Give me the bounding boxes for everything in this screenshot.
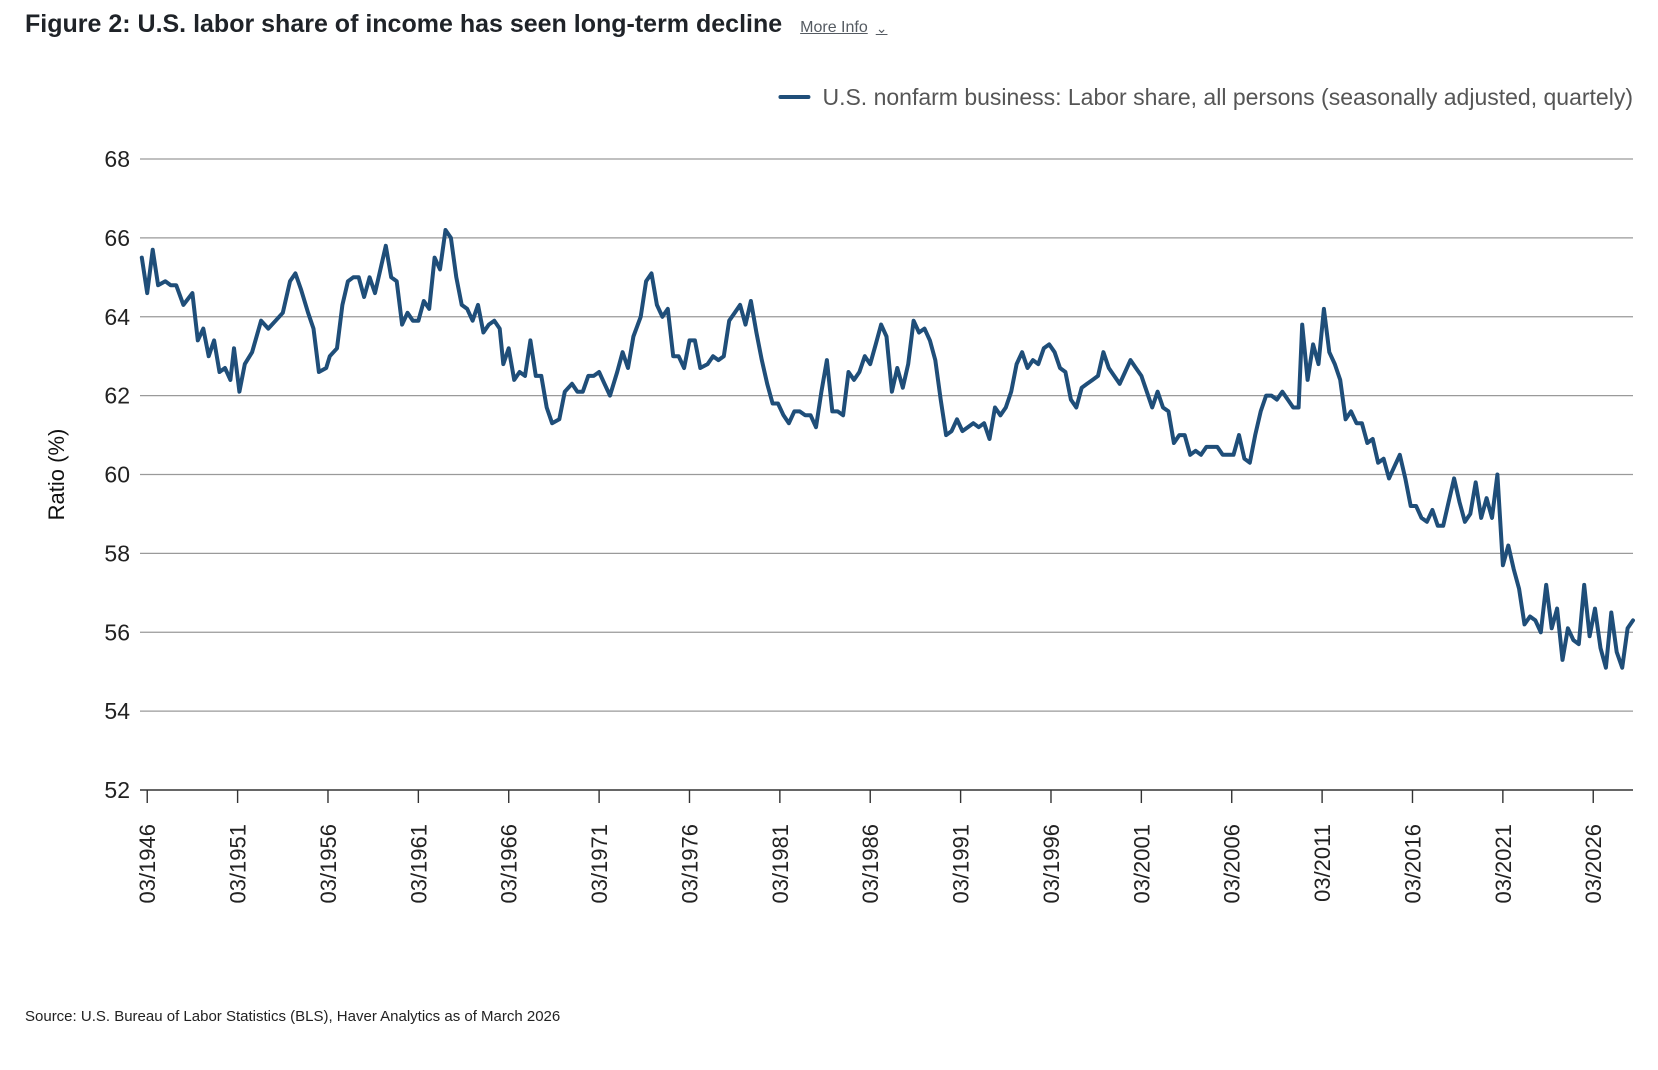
- x-tick-label: 03/1966: [497, 824, 522, 904]
- more-info-toggle[interactable]: More Info ⌄: [800, 19, 887, 37]
- legend-label: U.S. nonfarm business: Labor share, all …: [822, 84, 1633, 110]
- y-tick-label: 54: [104, 698, 130, 724]
- x-tick-label: 03/1951: [226, 824, 251, 904]
- x-tick-label: 03/2016: [1400, 824, 1425, 904]
- x-tick-label: 03/2021: [1491, 824, 1516, 904]
- x-tick-label: 03/1981: [768, 824, 793, 904]
- x-tick-label: 03/1996: [1039, 824, 1064, 904]
- x-tick-label: 03/1956: [316, 824, 341, 904]
- x-tick-label: 03/1971: [587, 824, 612, 904]
- x-tick-label: 03/1991: [949, 824, 974, 904]
- y-tick-label: 68: [104, 146, 130, 172]
- y-tick-label: 58: [104, 540, 130, 566]
- x-tick-label: 03/2011: [1310, 824, 1335, 902]
- figure-title: Figure 2: U.S. labor share of income has…: [25, 10, 783, 38]
- x-tick-label: 03/2001: [1129, 824, 1154, 904]
- legend: U.S. nonfarm business: Labor share, all …: [778, 84, 1633, 110]
- y-tick-label: 56: [104, 619, 130, 645]
- x-tick-label: 03/1986: [858, 824, 883, 904]
- series-layer: [139, 228, 1635, 670]
- more-info-label: More Info: [800, 19, 868, 36]
- y-tick-label: 60: [104, 462, 130, 488]
- y-tick-label: 64: [104, 304, 130, 330]
- x-tick-label: 03/1961: [406, 824, 431, 904]
- chart-header: Figure 2: U.S. labor share of income has…: [25, 10, 887, 39]
- line-chart: 52 54 56 58 60 62 64 66 68 03/1946 03/1951 03/1956…: [44, 84, 1635, 904]
- y-tick-label: 52: [104, 777, 130, 803]
- chevron-down-icon: ⌄: [875, 19, 888, 36]
- x-tick-label: 03/1976: [677, 824, 702, 904]
- x-tick-label: 03/2026: [1581, 824, 1606, 904]
- x-tick-label: 03/1946: [135, 824, 160, 904]
- series-line: [139, 228, 1635, 670]
- x-tick-label: 03/2006: [1220, 824, 1245, 904]
- gridlines: [140, 158, 1633, 791]
- source-note: Source: U.S. Bureau of Labor Statistics …: [25, 1008, 561, 1025]
- y-axis-label: Ratio (%): [44, 429, 69, 521]
- x-axis: 03/1946 03/1951 03/1956 03/1961 03/1966 03/19…: [135, 790, 1606, 904]
- y-axis-ticks: 52 54 56 58 60 62 64 66 68: [104, 146, 130, 803]
- y-tick-label: 62: [104, 383, 130, 409]
- y-tick-label: 66: [104, 225, 130, 251]
